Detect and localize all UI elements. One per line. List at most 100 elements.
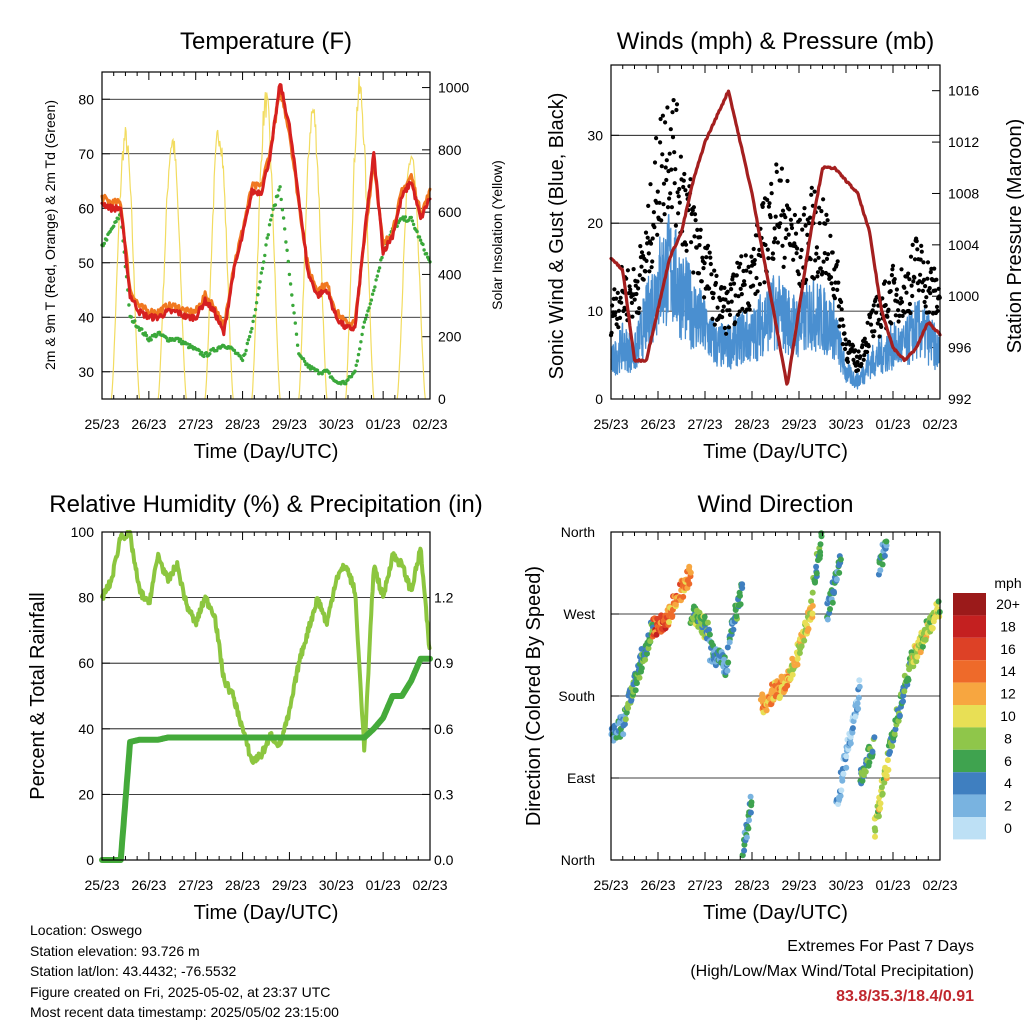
gust-point xyxy=(814,245,820,250)
gust-point xyxy=(736,265,742,270)
td-point xyxy=(257,286,261,290)
td-point xyxy=(417,235,422,239)
y-right-tick-label: 1016 xyxy=(948,83,979,99)
series-9m-t xyxy=(100,83,432,329)
gust-point xyxy=(883,303,888,308)
gust-point xyxy=(799,247,804,253)
gust-point xyxy=(853,348,858,353)
gust-point xyxy=(809,192,814,197)
y-axis-label: Sonic Wind & Gust (Blue, Black) xyxy=(546,93,568,380)
gust-point xyxy=(845,356,850,361)
series-station-pressure xyxy=(609,89,942,386)
info-location: Location: Oswego xyxy=(30,922,143,938)
colorbar-swatch xyxy=(953,660,986,683)
gust-point xyxy=(761,201,766,206)
y-tick-label: 30 xyxy=(78,364,94,380)
gust-point xyxy=(736,294,741,299)
x-tick-label: 01/23 xyxy=(875,416,910,432)
direction-point xyxy=(837,793,844,799)
gust-point xyxy=(773,214,778,219)
td-point xyxy=(346,378,350,382)
y-right-tick-label: 0.3 xyxy=(434,786,454,802)
gust-point xyxy=(734,273,739,278)
x-tick-label: 26/23 xyxy=(640,416,675,432)
gust-point xyxy=(714,273,719,278)
gust-point xyxy=(778,221,783,226)
y-tick-label: 100 xyxy=(71,524,95,540)
gust-point xyxy=(896,308,901,313)
gust-point xyxy=(625,268,631,273)
x-tick-label: 02/23 xyxy=(412,416,447,432)
gust-point xyxy=(638,244,643,249)
gust-point xyxy=(612,287,617,292)
y-right-tick-label: 1.2 xyxy=(434,590,454,606)
direction-point xyxy=(733,613,740,620)
x-tick-label: 01/23 xyxy=(875,877,910,893)
td-point xyxy=(254,301,259,305)
gust-point xyxy=(843,346,848,352)
direction-point xyxy=(701,613,708,620)
gust-point xyxy=(628,287,633,292)
gust-point xyxy=(681,184,686,190)
gust-point xyxy=(800,227,805,232)
gust-point xyxy=(738,261,743,266)
direction-point xyxy=(726,639,733,646)
gust-point xyxy=(636,310,641,316)
gust-point xyxy=(934,277,939,282)
gust-point xyxy=(886,307,891,312)
y-axis-label: Direction (Colored By Speed) xyxy=(523,566,545,826)
gust-point xyxy=(705,243,711,248)
td-point xyxy=(278,185,282,189)
direction-point xyxy=(686,580,693,587)
gust-point xyxy=(787,207,792,212)
gust-point xyxy=(802,206,807,211)
gust-point xyxy=(667,151,672,156)
td-point xyxy=(273,203,278,207)
gust-point xyxy=(814,251,819,256)
gust-point xyxy=(615,290,620,295)
y-tick-label: East xyxy=(567,770,595,786)
gust-point xyxy=(636,286,641,291)
gust-point xyxy=(892,277,897,282)
gust-point xyxy=(781,264,786,269)
x-tick-label: 01/23 xyxy=(366,416,401,432)
direction-point xyxy=(623,709,630,716)
y-right-tick-label: 0.9 xyxy=(434,655,454,671)
gust-point xyxy=(902,285,907,290)
gust-point xyxy=(793,231,799,236)
gust-point xyxy=(712,268,717,273)
gust-point xyxy=(823,221,828,226)
gust-point xyxy=(752,258,757,263)
gust-point xyxy=(700,255,705,260)
direction-point xyxy=(813,570,820,577)
gust-point xyxy=(668,127,673,132)
td-point xyxy=(285,248,289,252)
gust-point xyxy=(887,280,892,285)
gust-point xyxy=(840,317,845,322)
td-point xyxy=(197,348,201,353)
direction-point xyxy=(879,561,886,568)
gust-point xyxy=(613,310,618,315)
y-right-tick-label: 800 xyxy=(438,142,462,158)
gust-point xyxy=(899,267,904,272)
gust-point xyxy=(618,295,623,300)
gust-point xyxy=(728,282,733,287)
colorbar-label: 14 xyxy=(1000,663,1016,679)
gust-point xyxy=(617,315,623,320)
td-point xyxy=(293,321,297,325)
gust-point xyxy=(797,217,803,222)
gust-point xyxy=(803,223,808,228)
td-point xyxy=(246,338,251,342)
td-point xyxy=(367,306,371,310)
colorbar-label: 0 xyxy=(1004,820,1012,836)
gust-point xyxy=(746,264,751,269)
gust-point xyxy=(689,211,694,217)
y-right-tick-label: 1012 xyxy=(948,134,979,150)
gust-point xyxy=(767,201,772,206)
gust-point xyxy=(692,212,698,217)
td-point xyxy=(249,330,253,334)
colorbar-swatch xyxy=(953,637,986,661)
gust-point xyxy=(866,344,871,349)
gust-point xyxy=(659,164,664,169)
gust-point xyxy=(668,191,673,196)
